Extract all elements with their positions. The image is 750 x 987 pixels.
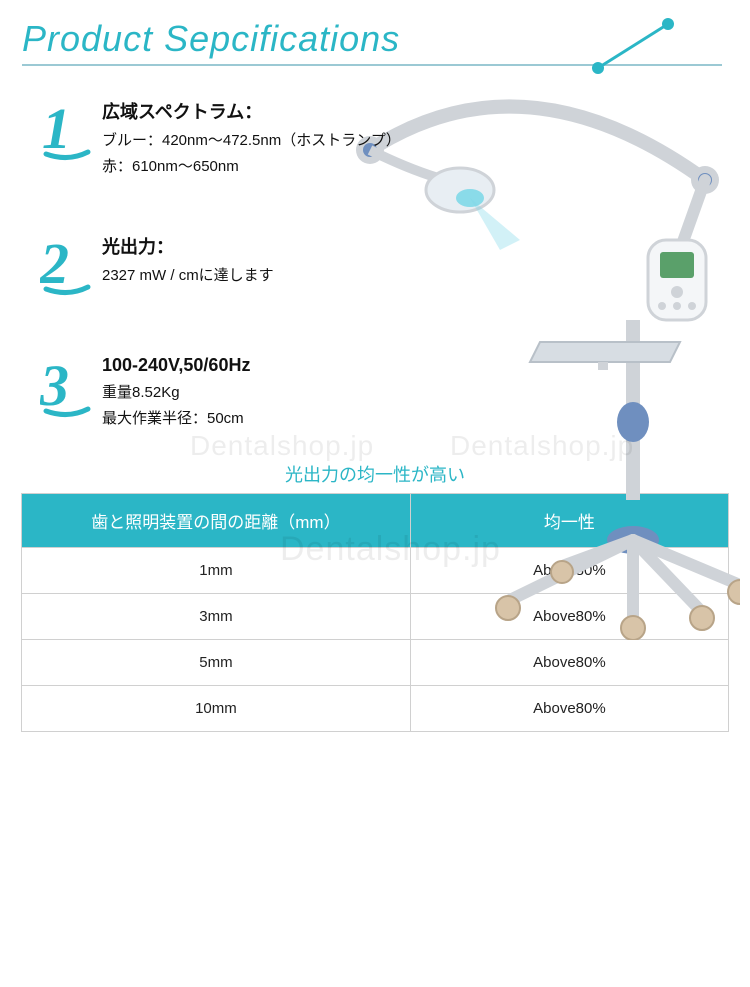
table-cell: 10mm bbox=[22, 686, 411, 732]
spec-line: 2327 mW / cmに達します bbox=[102, 263, 274, 289]
spec-line: 重量8.52Kg bbox=[102, 380, 250, 406]
spec-heading: 100-240V,50/60Hz bbox=[102, 355, 250, 376]
table-row: 10mmAbove80% bbox=[22, 686, 729, 732]
table-cell: Above80% bbox=[410, 640, 728, 686]
spec-item-2: 2 光出力： 2327 mW / cmに達します bbox=[40, 231, 750, 301]
svg-text:2: 2 bbox=[40, 231, 69, 296]
spec-line: 最大作業半径：50cm bbox=[102, 406, 250, 432]
spec-item-3: 3 100-240V,50/60Hz 重量8.52Kg 最大作業半径：50cm bbox=[40, 353, 750, 431]
header-accent-icon bbox=[588, 18, 708, 78]
spec-line: 赤：610nm～650nm bbox=[102, 154, 401, 180]
svg-text:3: 3 bbox=[40, 353, 69, 418]
table-cell: Above80% bbox=[410, 686, 728, 732]
spec-body: 広域スペクトラム： ブルー：420nm～472.5nm（ホストランプ） 赤：61… bbox=[102, 96, 401, 179]
spec-body: 光出力： 2327 mW / cmに達します bbox=[102, 231, 274, 289]
spec-line: ブルー：420nm～472.5nm（ホストランプ） bbox=[102, 128, 401, 154]
svg-text:1: 1 bbox=[42, 96, 71, 161]
spec-list: 1 広域スペクトラム： ブルー：420nm～472.5nm（ホストランプ） 赤：… bbox=[0, 96, 750, 431]
header: Product Sepcifications bbox=[0, 0, 750, 66]
spec-item-1: 1 広域スペクトラム： ブルー：420nm～472.5nm（ホストランプ） 赤：… bbox=[40, 96, 750, 179]
table-cell: 5mm bbox=[22, 640, 411, 686]
spec-number-icon: 1 bbox=[40, 96, 102, 166]
spec-heading: 広域スペクトラム： bbox=[102, 98, 401, 124]
spec-number-icon: 3 bbox=[40, 353, 102, 423]
spec-number-icon: 2 bbox=[40, 231, 102, 301]
spec-heading: 光出力： bbox=[102, 233, 274, 259]
spec-body: 100-240V,50/60Hz 重量8.52Kg 最大作業半径：50cm bbox=[102, 353, 250, 431]
table-row: 5mmAbove80% bbox=[22, 640, 729, 686]
